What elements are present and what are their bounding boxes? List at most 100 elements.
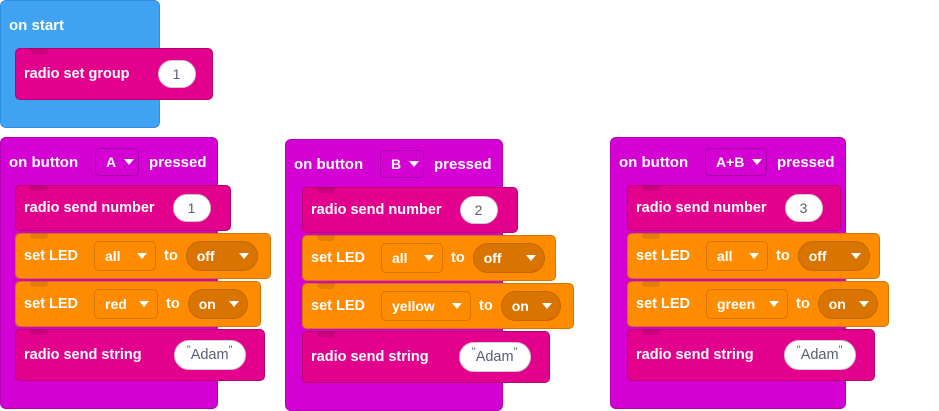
on-button-a-title-suffix: pressed — [149, 154, 207, 171]
set-led-label: set LED — [636, 248, 690, 264]
chevron-down-icon — [752, 159, 763, 165]
led-state-dropdown[interactable]: off — [472, 243, 545, 273]
set-led-label: set LED — [311, 298, 365, 314]
on-button-b-title-prefix: on button — [294, 156, 364, 173]
radio-send-string-block[interactable]: radio send string " Adam " — [15, 329, 265, 381]
send-string-input[interactable]: " Adam " — [783, 340, 856, 370]
button-a-dropdown[interactable]: A — [95, 148, 139, 176]
chevron-down-icon — [541, 303, 552, 309]
button-ab-value: A+B — [716, 154, 745, 170]
radio-send-number-label: radio send number — [311, 202, 442, 218]
to-label: to — [479, 298, 493, 314]
send-number-input[interactable]: 2 — [459, 196, 498, 224]
open-quote-icon: " — [471, 346, 476, 358]
led-target-value: red — [105, 296, 127, 312]
led-target-dropdown[interactable]: all — [94, 241, 156, 271]
button-a-value: A — [106, 154, 117, 170]
on-button-ab-title-suffix: pressed — [777, 154, 835, 171]
chevron-down-icon — [858, 301, 869, 307]
group-number-input[interactable]: 1 — [157, 60, 196, 88]
set-led-block[interactable]: set LED all to off — [302, 235, 556, 281]
set-led-label: set LED — [636, 296, 690, 312]
led-state-value: off — [196, 248, 215, 264]
chevron-down-icon — [228, 301, 239, 307]
string-value: Adam — [800, 347, 839, 363]
on-button-a-block[interactable]: on button A pressed radio send number 1 … — [0, 137, 271, 409]
on-button-ab-title-prefix: on button — [619, 154, 689, 171]
radio-send-number-block[interactable]: radio send number 2 — [302, 187, 518, 233]
open-quote-icon: " — [186, 344, 191, 356]
close-quote-icon: " — [513, 346, 518, 358]
chevron-down-icon — [424, 255, 434, 261]
send-number-input[interactable]: 3 — [784, 194, 823, 222]
led-target-value: all — [392, 250, 408, 266]
close-quote-icon: " — [838, 344, 843, 356]
radio-send-number-block[interactable]: radio send number 3 — [627, 185, 841, 231]
led-state-dropdown[interactable]: on — [187, 289, 248, 319]
on-button-a-title-prefix: on button — [9, 154, 79, 171]
led-state-dropdown[interactable]: on — [500, 291, 561, 321]
led-target-dropdown[interactable]: all — [381, 243, 443, 273]
on-start-title: on start — [9, 17, 65, 34]
set-led-label: set LED — [311, 250, 365, 266]
led-state-dropdown[interactable]: on — [817, 289, 878, 319]
chevron-down-icon — [409, 161, 420, 167]
led-target-dropdown[interactable]: yellow — [381, 291, 471, 321]
led-state-dropdown[interactable]: off — [797, 241, 870, 271]
radio-send-string-label: radio send string — [311, 349, 429, 365]
to-label: to — [164, 248, 178, 264]
button-b-value: B — [391, 156, 402, 172]
led-state-value: off — [483, 250, 502, 266]
led-state-value: off — [808, 248, 827, 264]
chevron-down-icon — [124, 159, 135, 165]
on-button-ab-block[interactable]: on button A+B pressed radio send number … — [610, 137, 889, 409]
button-b-dropdown[interactable]: B — [380, 150, 424, 178]
led-target-dropdown[interactable]: green — [706, 289, 788, 319]
set-led-block[interactable]: set LED all to off — [15, 233, 271, 279]
set-led-block[interactable]: set LED red to on — [15, 281, 261, 327]
radio-set-group-label: radio set group — [24, 66, 130, 82]
chevron-down-icon — [139, 301, 149, 307]
radio-send-string-block[interactable]: radio send string " Adam " — [627, 329, 875, 381]
led-state-value: on — [511, 298, 529, 314]
send-number-input[interactable]: 1 — [172, 194, 211, 222]
on-button-b-title-suffix: pressed — [434, 156, 492, 173]
string-value: Adam — [190, 347, 229, 363]
led-target-value: yellow — [392, 298, 435, 314]
led-target-value: all — [717, 248, 733, 264]
to-label: to — [796, 296, 810, 312]
chevron-down-icon — [137, 253, 147, 259]
led-target-value: all — [105, 248, 121, 264]
set-led-label: set LED — [24, 296, 78, 312]
set-led-block[interactable]: set LED green to on — [627, 281, 889, 327]
to-label: to — [776, 248, 790, 264]
set-led-block[interactable]: set LED all to off — [627, 233, 880, 279]
led-state-value: on — [198, 296, 216, 312]
open-quote-icon: " — [796, 344, 801, 356]
on-start-block[interactable]: on start radio set group 1 — [0, 0, 213, 128]
led-target-dropdown[interactable]: all — [706, 241, 768, 271]
send-string-input[interactable]: " Adam " — [458, 342, 531, 372]
radio-set-group-block[interactable]: radio set group 1 — [15, 48, 213, 100]
led-state-dropdown[interactable]: off — [185, 241, 258, 271]
to-label: to — [451, 250, 465, 266]
chevron-down-icon — [749, 253, 759, 259]
led-target-value: green — [717, 296, 756, 312]
set-led-label: set LED — [24, 248, 78, 264]
radio-send-number-block[interactable]: radio send number 1 — [15, 185, 231, 231]
radio-send-string-label: radio send string — [636, 347, 754, 363]
chevron-down-icon — [238, 253, 249, 259]
send-string-input[interactable]: " Adam " — [173, 340, 246, 370]
chevron-down-icon — [850, 253, 861, 259]
radio-send-string-block[interactable]: radio send string " Adam " — [302, 331, 550, 383]
radio-send-string-label: radio send string — [24, 347, 142, 363]
chevron-down-icon — [525, 255, 536, 261]
close-quote-icon: " — [228, 344, 233, 356]
led-target-dropdown[interactable]: red — [94, 289, 158, 319]
string-value: Adam — [475, 349, 514, 365]
button-ab-dropdown[interactable]: A+B — [705, 148, 767, 176]
radio-send-number-label: radio send number — [24, 200, 155, 216]
on-button-b-block[interactable]: on button B pressed radio send number 2 … — [285, 139, 574, 411]
set-led-block[interactable]: set LED yellow to on — [302, 283, 574, 329]
led-state-value: on — [828, 296, 846, 312]
